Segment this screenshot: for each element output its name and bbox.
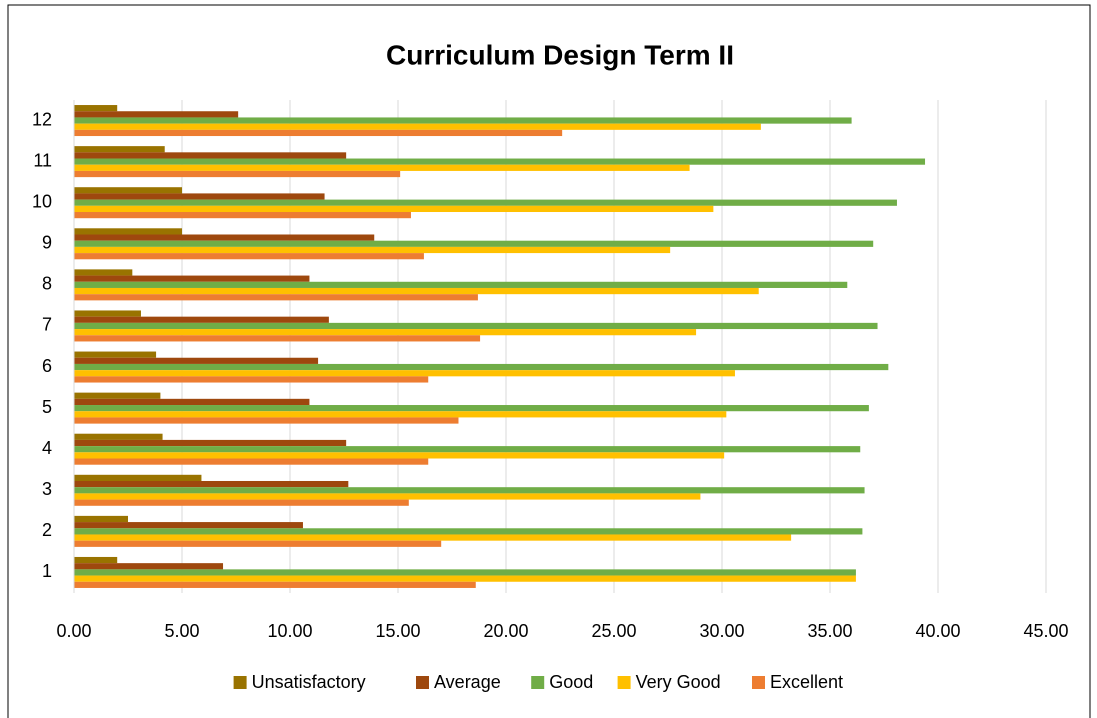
y-tick-label: 1 <box>42 561 52 581</box>
bar <box>74 117 852 124</box>
bar <box>74 170 401 178</box>
y-tick-label: 4 <box>42 438 52 458</box>
y-tick-label: 10 <box>32 191 52 211</box>
bar <box>74 269 133 276</box>
bar <box>74 534 792 541</box>
bar <box>74 335 481 342</box>
y-tick-label: 9 <box>42 233 52 253</box>
legend-swatch <box>752 676 765 689</box>
bar <box>74 152 347 159</box>
x-tick-label: 20.00 <box>483 621 528 641</box>
y-tick-label: 7 <box>42 315 52 335</box>
bar <box>74 111 239 118</box>
bar <box>74 411 727 418</box>
bar <box>74 493 701 500</box>
legend-swatch <box>233 676 247 689</box>
bar <box>74 363 889 371</box>
bar <box>74 563 224 570</box>
x-tick-label: 0.00 <box>56 621 91 641</box>
x-tick-label: 40.00 <box>915 621 960 641</box>
bar <box>74 499 409 506</box>
bar <box>74 480 349 488</box>
bar <box>74 164 690 171</box>
legend-label: Average <box>434 672 501 692</box>
bar <box>74 310 141 317</box>
x-tick-label: 45.00 <box>1023 621 1068 641</box>
bar <box>74 281 848 288</box>
bar <box>74 105 118 112</box>
legend-label: Very Good <box>636 672 721 692</box>
bar <box>74 376 429 383</box>
bar <box>74 123 761 130</box>
bar <box>74 158 926 165</box>
bar <box>74 129 563 137</box>
bar <box>74 287 759 295</box>
bar <box>74 187 182 194</box>
chart-title: Curriculum Design Term II <box>386 39 734 70</box>
bar <box>74 487 865 494</box>
x-tick-label: 15.00 <box>375 621 420 641</box>
bar <box>74 581 476 588</box>
bar <box>74 234 375 241</box>
bar <box>74 212 411 219</box>
bar <box>74 275 310 282</box>
bar <box>74 370 735 377</box>
bar <box>74 392 161 399</box>
bar <box>74 405 869 412</box>
bar <box>74 316 329 323</box>
legend-label: Good <box>549 672 593 692</box>
bar <box>74 228 182 235</box>
bar <box>74 357 319 364</box>
legend-swatch <box>617 676 631 689</box>
bar <box>74 458 429 465</box>
bar <box>74 193 325 200</box>
bar <box>74 528 863 535</box>
bar <box>74 540 442 547</box>
y-tick-label: 2 <box>42 520 52 540</box>
bar <box>74 294 478 301</box>
bar <box>74 569 856 576</box>
bar <box>74 351 157 358</box>
bar <box>74 515 128 523</box>
bar <box>74 522 303 529</box>
bar <box>74 322 878 330</box>
bar <box>74 556 118 564</box>
bar <box>74 205 714 213</box>
bar <box>74 398 310 406</box>
bar <box>74 446 861 453</box>
legend-label: Unsatisfactory <box>252 672 366 692</box>
y-tick-label: 5 <box>42 397 52 417</box>
bar <box>74 474 202 481</box>
bar <box>74 452 725 459</box>
legend-swatch <box>416 676 429 689</box>
x-tick-label: 35.00 <box>807 621 852 641</box>
y-tick-label: 12 <box>32 109 52 129</box>
bar <box>74 575 856 582</box>
bar <box>74 439 347 447</box>
bar <box>74 246 671 254</box>
bar <box>74 199 897 206</box>
legend-swatch <box>531 676 545 689</box>
y-tick-label: 3 <box>42 479 52 499</box>
bar <box>74 433 163 440</box>
bar <box>74 253 424 260</box>
x-tick-label: 10.00 <box>267 621 312 641</box>
legend-label: Excellent <box>770 672 843 692</box>
bar <box>74 417 459 424</box>
x-tick-label: 30.00 <box>699 621 744 641</box>
x-tick-label: 5.00 <box>164 621 199 641</box>
y-tick-label: 11 <box>33 150 52 170</box>
x-tick-label: 25.00 <box>591 621 636 641</box>
bar <box>74 329 697 336</box>
bar <box>74 240 874 247</box>
y-tick-label: 6 <box>42 356 52 376</box>
y-tick-label: 8 <box>42 274 52 294</box>
bar <box>74 146 165 153</box>
